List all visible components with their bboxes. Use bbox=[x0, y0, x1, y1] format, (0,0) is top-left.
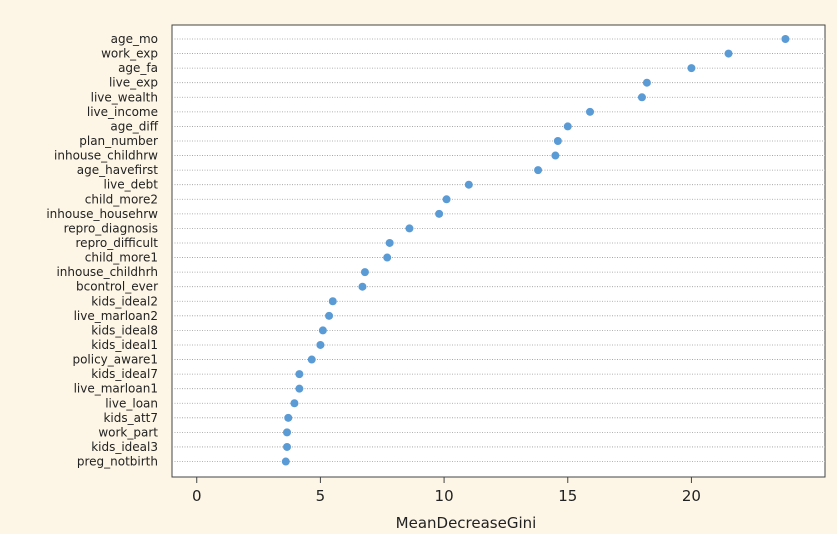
data-point bbox=[284, 413, 293, 422]
y-tick-label: age_havefirst bbox=[77, 163, 159, 177]
y-axis-labels: age_mowork_expage_falive_explive_wealthl… bbox=[46, 32, 158, 469]
y-tick-label: child_more1 bbox=[85, 251, 158, 265]
y-tick-label: age_diff bbox=[110, 119, 158, 133]
data-point bbox=[325, 311, 334, 320]
data-point bbox=[553, 136, 562, 145]
data-point bbox=[383, 253, 392, 262]
data-point bbox=[405, 224, 414, 233]
plot-area bbox=[171, 24, 826, 478]
data-point bbox=[464, 180, 473, 189]
y-tick-label: kids_ideal1 bbox=[91, 338, 158, 352]
y-tick-label: policy_aware1 bbox=[72, 353, 158, 367]
data-point bbox=[781, 35, 790, 43]
data-point bbox=[316, 340, 325, 349]
data-point bbox=[281, 457, 290, 466]
y-tick-label: child_more2 bbox=[85, 192, 158, 206]
data-point bbox=[358, 282, 367, 291]
data-point bbox=[318, 326, 327, 335]
x-tick-label: 0 bbox=[192, 487, 202, 505]
y-tick-label: live_debt bbox=[104, 178, 159, 192]
y-tick-label: inhouse_househrw bbox=[46, 207, 158, 221]
y-tick-label: age_fa bbox=[118, 61, 158, 75]
x-axis: 0 5 10 15 20 bbox=[192, 477, 701, 505]
y-tick-label: kids_att7 bbox=[103, 411, 158, 425]
y-tick-label: kids_ideal3 bbox=[91, 440, 158, 454]
y-tick-label: inhouse_childhrh bbox=[56, 265, 158, 279]
x-tick-label: 20 bbox=[682, 487, 701, 505]
data-point bbox=[551, 151, 560, 160]
y-tick-label: work_part bbox=[98, 425, 158, 439]
data-point bbox=[563, 122, 572, 131]
y-tick-label: age_mo bbox=[111, 32, 158, 46]
x-tick-label: 10 bbox=[435, 487, 454, 505]
data-point bbox=[385, 238, 394, 247]
y-tick-label: kids_ideal7 bbox=[91, 367, 158, 381]
data-point bbox=[534, 166, 543, 175]
y-tick-label: preg_notbirth bbox=[77, 455, 158, 469]
data-point bbox=[360, 268, 369, 277]
data-point bbox=[290, 399, 299, 408]
data-point bbox=[283, 428, 292, 437]
data-point bbox=[307, 355, 316, 364]
y-tick-label: live_income bbox=[87, 105, 158, 119]
data-point bbox=[328, 297, 337, 306]
y-tick-label: kids_ideal8 bbox=[91, 323, 158, 337]
data-point bbox=[283, 442, 292, 451]
y-tick-label: repro_difficult bbox=[76, 236, 159, 250]
data-point bbox=[295, 370, 304, 379]
y-tick-label: live_wealth bbox=[91, 90, 158, 104]
data-points bbox=[281, 35, 790, 466]
x-tick-label: 5 bbox=[316, 487, 326, 505]
y-tick-label: live_marloan2 bbox=[74, 309, 158, 323]
y-tick-label: plan_number bbox=[79, 134, 158, 148]
data-point bbox=[586, 107, 595, 116]
y-tick-label: live_exp bbox=[109, 76, 158, 90]
y-tick-label: repro_diagnosis bbox=[64, 221, 158, 235]
x-axis-title: MeanDecreaseGini bbox=[396, 514, 537, 532]
data-point bbox=[442, 195, 451, 204]
data-point bbox=[637, 93, 646, 102]
data-point bbox=[295, 384, 304, 393]
y-tick-label: bcontrol_ever bbox=[76, 280, 158, 294]
y-tick-label: kids_ideal2 bbox=[91, 294, 158, 308]
data-point bbox=[687, 64, 696, 73]
y-tick-label: inhouse_childhrw bbox=[54, 149, 158, 163]
y-tick-label: work_exp bbox=[101, 47, 158, 61]
data-point bbox=[642, 78, 651, 87]
y-tick-label: live_marloan1 bbox=[74, 382, 158, 396]
x-tick-label: 15 bbox=[558, 487, 577, 505]
data-point bbox=[724, 49, 733, 58]
data-point bbox=[435, 209, 444, 218]
y-tick-label: live_loan bbox=[105, 396, 158, 410]
